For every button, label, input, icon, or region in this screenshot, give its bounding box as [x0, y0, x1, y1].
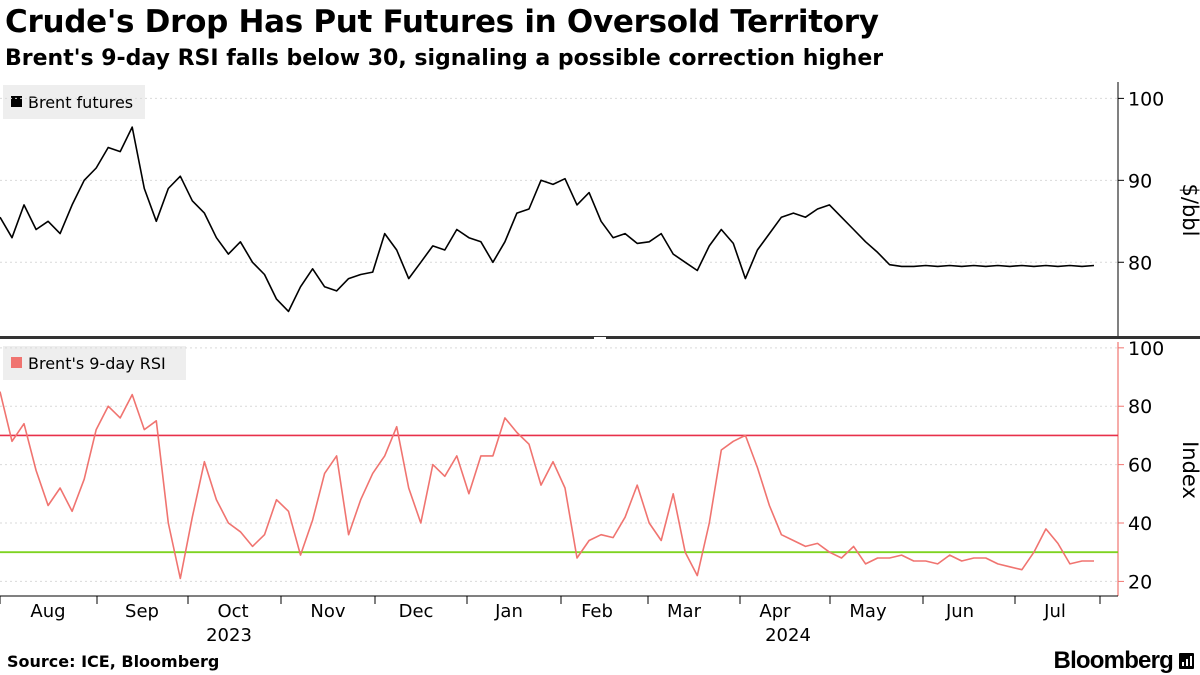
y-tick-label: 60	[1128, 455, 1152, 477]
x-month-label: Jan	[494, 601, 523, 622]
legend-swatch-rsi	[11, 357, 22, 368]
y-tick-label: 100	[1128, 88, 1164, 110]
x-month-label: May	[849, 601, 887, 622]
legend-swatch-brent	[11, 96, 22, 107]
x-month-label: Jul	[1043, 601, 1066, 622]
rsi-series-line	[0, 391, 1094, 580]
bloomberg-bars-icon	[1179, 653, 1194, 669]
legend-label-brent: Brent futures	[28, 93, 133, 112]
x-year-label: 2023	[206, 625, 252, 646]
y-tick-label: 20	[1128, 571, 1152, 593]
x-month-label: Nov	[310, 601, 345, 622]
y-tick-label: 40	[1128, 513, 1152, 535]
legend-box-brent	[3, 85, 145, 119]
chart-subtitle: Brent's 9-day RSI falls below 30, signal…	[5, 46, 884, 71]
bloomberg-wordmark: Bloomberg	[1053, 647, 1174, 674]
legend-label-rsi: Brent's 9-day RSI	[28, 354, 166, 373]
bloomberg-logo: Bloomberg	[1054, 647, 1194, 675]
x-month-label: Jun	[945, 601, 974, 622]
panel-divider-handle[interactable]	[594, 337, 606, 339]
y-tick-label: 100	[1128, 338, 1164, 360]
x-month-label: Apr	[759, 601, 791, 622]
x-month-label: Feb	[581, 601, 613, 622]
top-y-axis-label: $/bbl	[1178, 184, 1200, 237]
x-month-label: Aug	[30, 601, 65, 622]
legend-box-rsi	[3, 346, 186, 380]
source-note: Source: ICE, Bloomberg	[7, 652, 220, 671]
brent-price-series-line	[0, 126, 1095, 313]
bottom-y-axis-label: Index	[1178, 441, 1200, 499]
y-tick-label: 80	[1128, 396, 1152, 418]
y-tick-label: 90	[1128, 170, 1152, 192]
chart-title: Crude's Drop Has Put Futures in Oversold…	[5, 4, 879, 40]
x-year-label: 2024	[765, 625, 811, 646]
x-month-label: Mar	[667, 601, 702, 622]
x-month-label: Dec	[399, 601, 434, 622]
x-month-label: Sep	[125, 601, 159, 622]
x-month-label: Oct	[217, 601, 248, 622]
y-tick-label: 80	[1128, 252, 1152, 274]
